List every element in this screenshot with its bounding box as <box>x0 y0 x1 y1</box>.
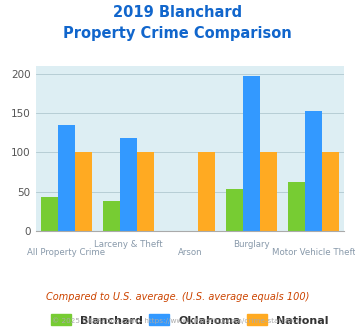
Bar <box>322 152 339 231</box>
Legend: Blanchard, Oklahoma, National: Blanchard, Oklahoma, National <box>49 312 331 328</box>
Bar <box>226 189 243 231</box>
Text: © 2025 CityRating.com - https://www.cityrating.com/crime-statistics/: © 2025 CityRating.com - https://www.city… <box>53 317 302 324</box>
Bar <box>103 201 120 231</box>
Text: All Property Crime: All Property Crime <box>27 248 105 257</box>
Bar <box>288 182 305 231</box>
Text: 2019 Blanchard: 2019 Blanchard <box>113 5 242 20</box>
Bar <box>243 76 260 231</box>
Text: Arson: Arson <box>178 248 202 257</box>
Text: Burglary: Burglary <box>233 241 270 249</box>
Bar <box>305 111 322 231</box>
Bar <box>198 152 215 231</box>
Text: Property Crime Comparison: Property Crime Comparison <box>63 26 292 41</box>
Text: Larceny & Theft: Larceny & Theft <box>94 241 163 249</box>
Bar <box>41 197 58 231</box>
Bar <box>137 152 154 231</box>
Text: Motor Vehicle Theft: Motor Vehicle Theft <box>272 248 355 257</box>
Bar <box>75 152 92 231</box>
Text: Compared to U.S. average. (U.S. average equals 100): Compared to U.S. average. (U.S. average … <box>46 292 309 302</box>
Bar <box>58 125 75 231</box>
Bar <box>260 152 277 231</box>
Bar <box>120 138 137 231</box>
